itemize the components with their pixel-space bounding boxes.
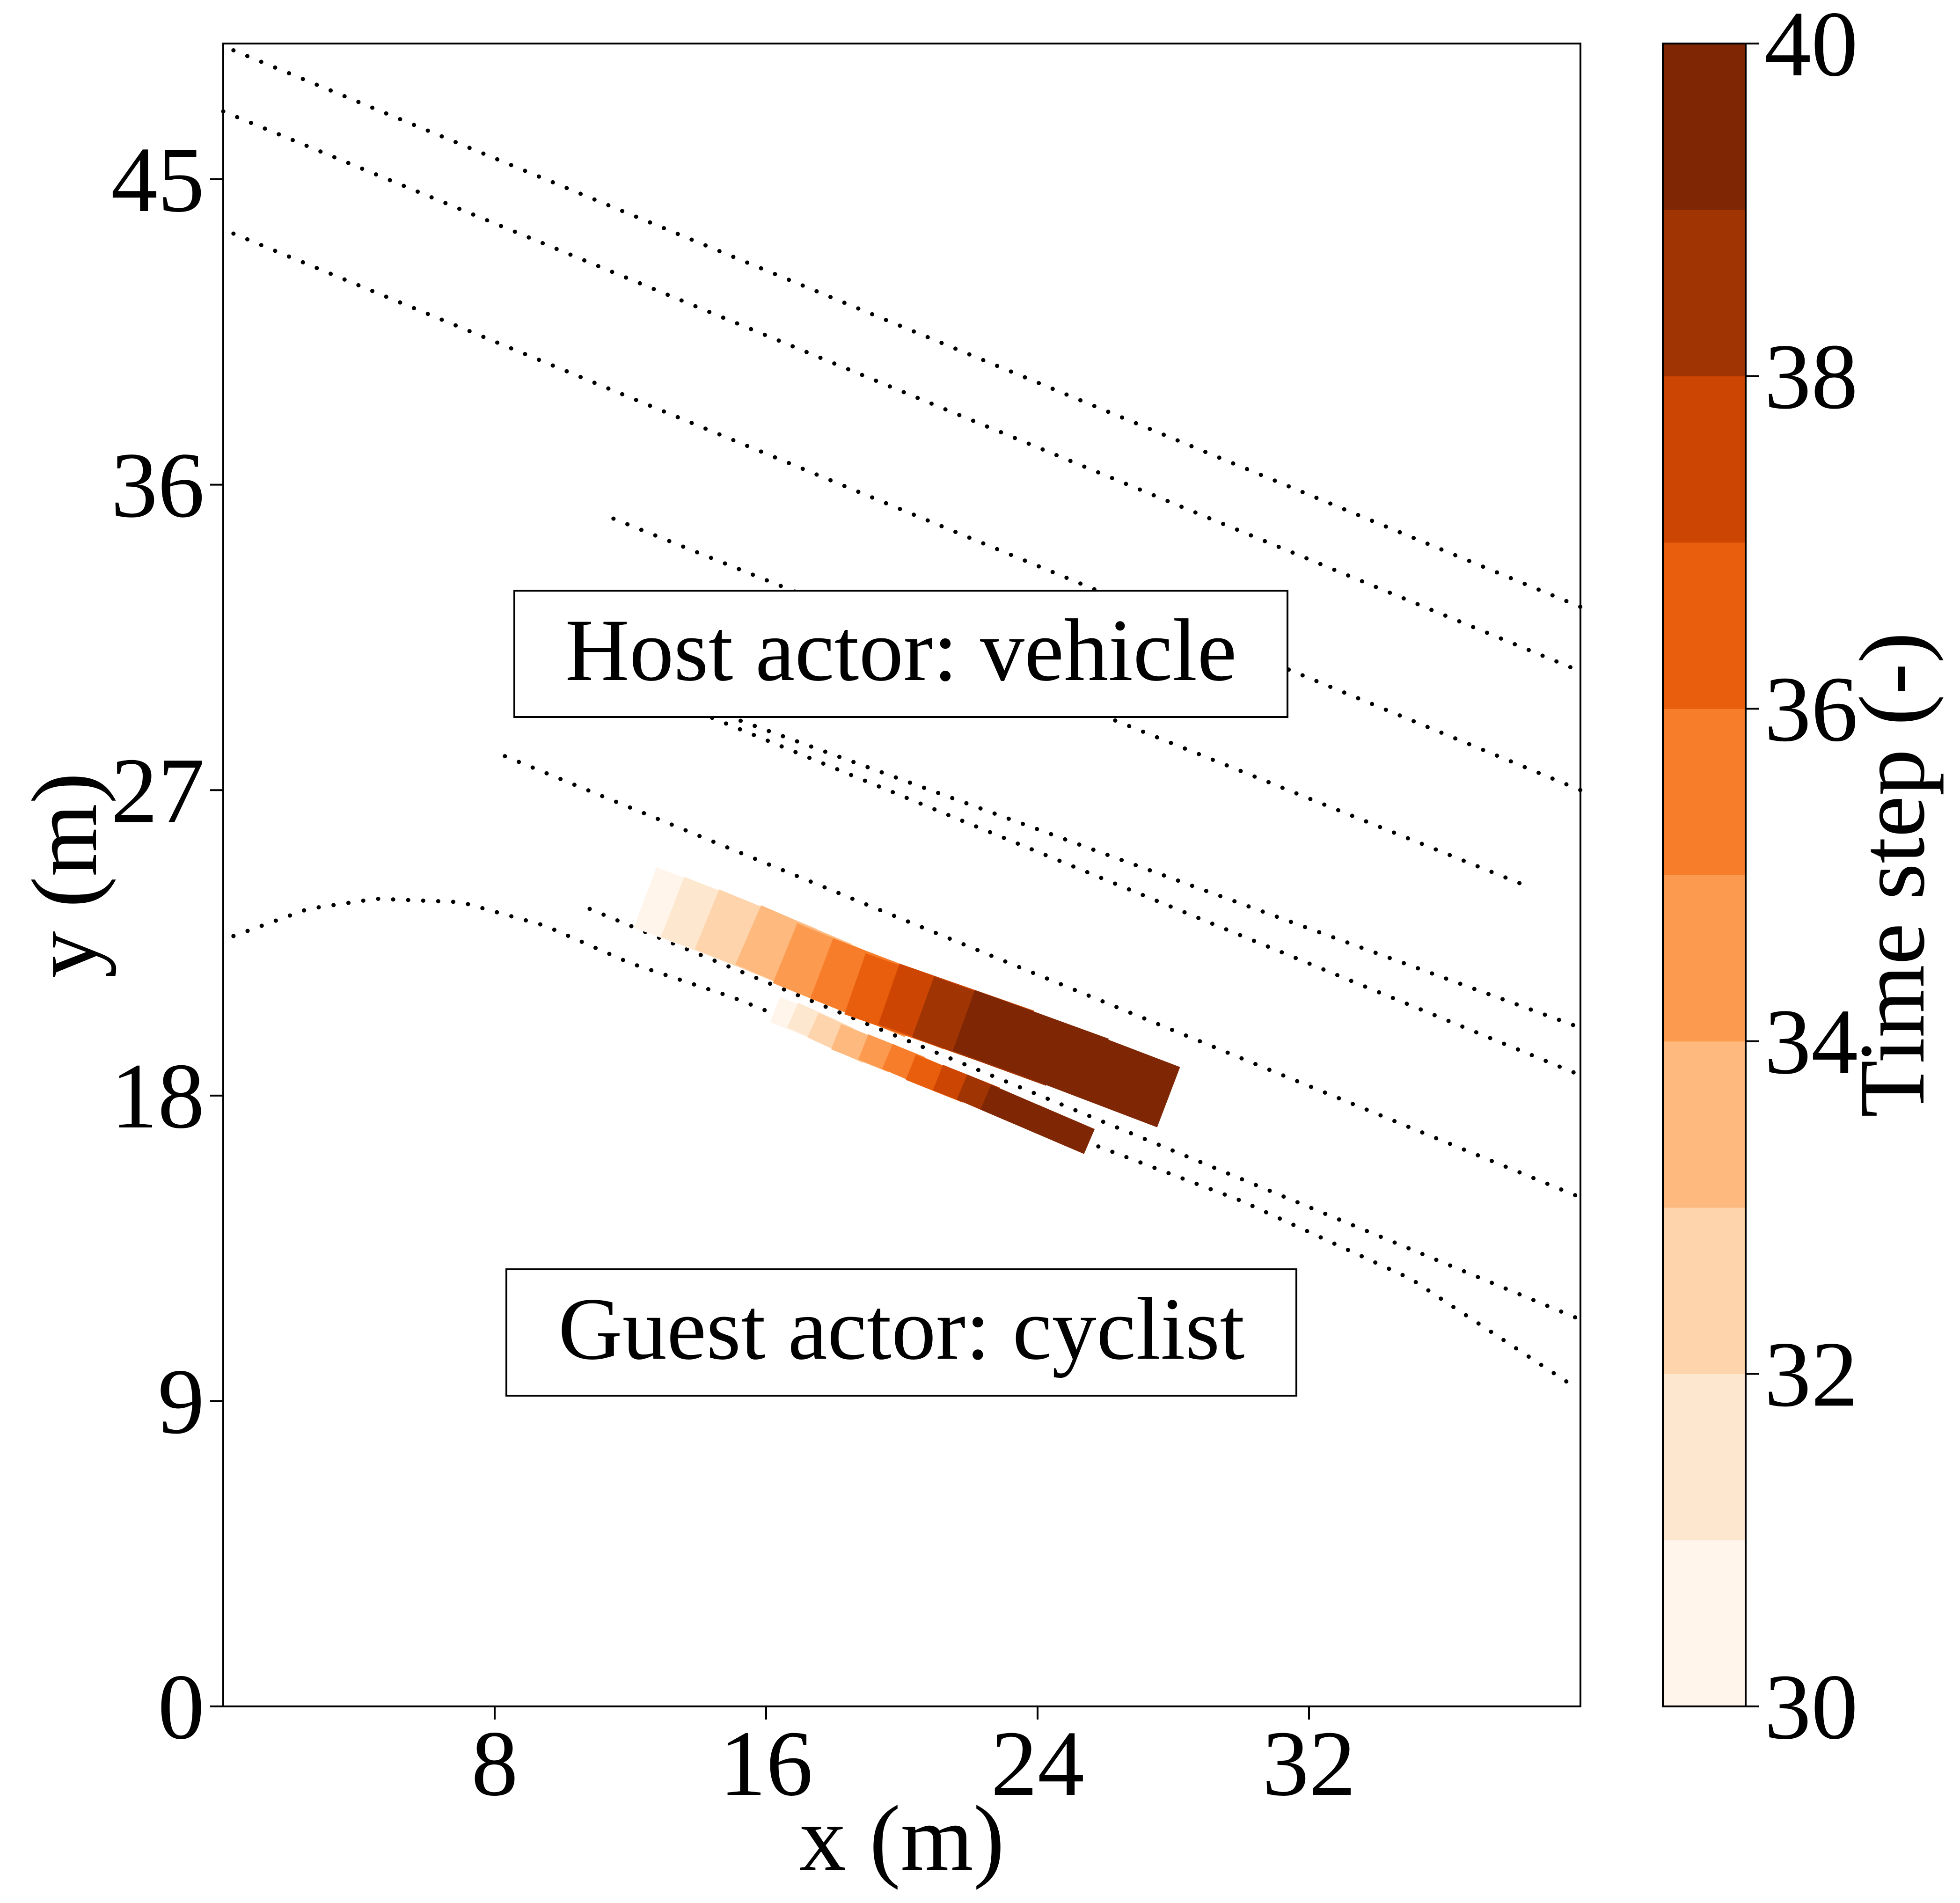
road-line-7 (503, 754, 1583, 1200)
road-line-5 (696, 703, 1583, 1030)
y-tick-label: 0 (158, 1655, 205, 1759)
colorbar-bands (1663, 44, 1746, 1707)
plot-frame (222, 43, 1581, 1707)
road-line-8 (587, 907, 1583, 1322)
colorbar: 30 32 34 36 38 40 Time step (-) (1662, 0, 1944, 1759)
colorbar-label: Time step (-) (1841, 632, 1944, 1117)
annotation-guest-box (505, 1268, 1297, 1397)
colorbar-band-34 (1663, 875, 1746, 1042)
colorbar-tick-label: 34 (1764, 990, 1858, 1094)
colorbar-band-35 (1663, 709, 1746, 875)
colorbar-tick-label: 30 (1764, 1655, 1858, 1759)
y-tick-label: 36 (111, 434, 205, 537)
x-axis-ticks: 8 16 24 32 (471, 1706, 1356, 1815)
colorbar-frame (1662, 43, 1747, 1707)
road-line-2 (221, 109, 1583, 673)
colorbar-band-30 (1663, 1540, 1746, 1707)
vehicle-footprint-t40 (1024, 1016, 1180, 1127)
y-axis-ticks: 0 9 18 27 36 45 (111, 128, 223, 1759)
y-tick-label: 18 (111, 1045, 205, 1148)
cyclist-footprint-t40 (1028, 1105, 1095, 1154)
y-axis-title: y (m) (13, 773, 117, 978)
annotation-host-box (513, 590, 1288, 718)
colorbar-tick-label: 36 (1764, 658, 1858, 761)
colorbar-band-38 (1663, 210, 1746, 377)
colorbar-ticks: 30 32 34 36 38 40 (1746, 0, 1858, 1759)
road-line-9 (231, 896, 1572, 1386)
annotation-guest-actor: Guest actor: cyclist (505, 1268, 1297, 1397)
colorbar-tick-label: 40 (1764, 0, 1858, 96)
x-axis-title: x (m) (799, 1787, 1005, 1890)
cyclist-footprints (770, 997, 1095, 1154)
colorbar-band-39 (1663, 44, 1746, 210)
colorbar-band-36 (1663, 542, 1746, 709)
vehicle-footprints (634, 867, 1180, 1127)
annotation-guest-text: Guest actor: cyclist (558, 1280, 1245, 1378)
colorbar-band-37 (1663, 376, 1746, 543)
colorbar-band-33 (1663, 1041, 1746, 1208)
x-tick-label: 8 (471, 1712, 518, 1815)
cyclist-footprint-t39 (980, 1084, 1047, 1134)
annotation-host-actor: Host actor: vehicle (513, 590, 1288, 718)
x-tick-label: 32 (1262, 1712, 1356, 1815)
colorbar-band-31 (1663, 1374, 1746, 1541)
colorbar-band-32 (1663, 1208, 1746, 1374)
y-tick-label: 9 (158, 1350, 205, 1453)
colorbar-tick-label: 32 (1764, 1323, 1858, 1426)
y-tick-label: 45 (111, 128, 205, 232)
plot-background (223, 44, 1580, 1706)
road-line-6 (696, 710, 1583, 1077)
annotation-host-text: Host actor: vehicle (565, 601, 1236, 700)
y-tick-label: 27 (111, 739, 205, 842)
x-tick-label: 24 (991, 1712, 1084, 1815)
colorbar-tick-label: 38 (1764, 325, 1858, 429)
x-tick-label: 16 (719, 1712, 813, 1815)
